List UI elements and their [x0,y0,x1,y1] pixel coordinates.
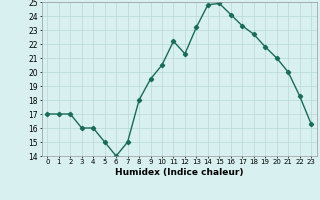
X-axis label: Humidex (Indice chaleur): Humidex (Indice chaleur) [115,168,244,177]
